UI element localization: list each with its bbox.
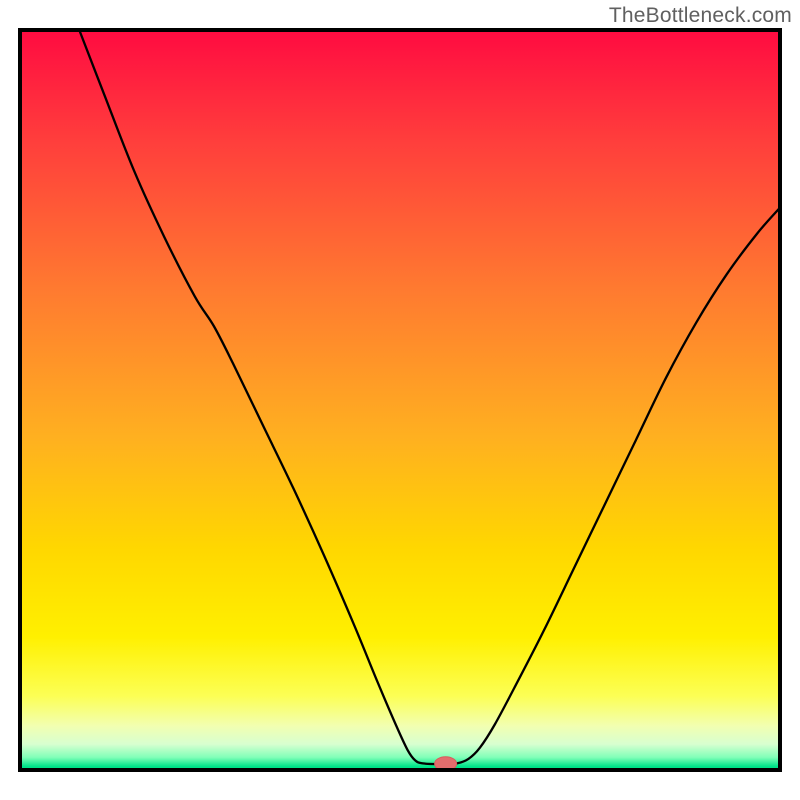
bottleneck-chart: TheBottleneck.com — [0, 0, 800, 800]
watermark-text: TheBottleneck.com — [609, 4, 792, 28]
chart-svg — [0, 0, 800, 800]
chart-background — [20, 30, 780, 770]
